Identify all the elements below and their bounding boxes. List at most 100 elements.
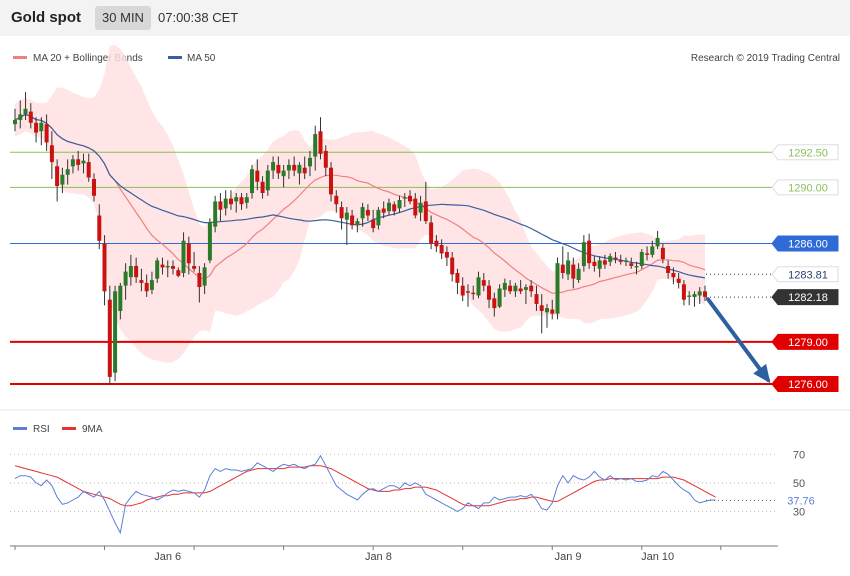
- candle-body: [655, 237, 660, 247]
- candle-body: [650, 246, 655, 255]
- candle-body: [102, 243, 107, 292]
- candle-body: [13, 120, 17, 125]
- candle-body: [113, 291, 118, 373]
- candle-body: [371, 219, 376, 229]
- candle-body: [687, 295, 692, 297]
- candle-body: [97, 215, 102, 241]
- price-levels: [10, 151, 778, 385]
- candle-body: [281, 170, 286, 177]
- candle-body: [418, 202, 423, 213]
- candle-body: [318, 131, 323, 154]
- candle-body: [471, 292, 476, 295]
- candle-body: [155, 260, 160, 279]
- candle-body: [308, 157, 312, 167]
- candle-body: [260, 181, 265, 193]
- candle-body: [634, 266, 639, 268]
- candle-body: [545, 308, 549, 313]
- candle-body: [244, 197, 249, 203]
- candle-body: [423, 201, 428, 222]
- candle-body: [123, 271, 128, 286]
- candle-body: [250, 169, 254, 194]
- candle-body: [660, 247, 665, 259]
- candle-body: [171, 266, 175, 269]
- timestamp-label: 07:00:38 CET: [158, 10, 239, 25]
- candle-body: [81, 160, 86, 164]
- level-label-1286.00: 1286.00: [788, 239, 828, 251]
- candle-body: [534, 294, 539, 304]
- candle-body: [92, 179, 96, 196]
- candle-body: [392, 204, 397, 212]
- candle-body: [28, 111, 33, 123]
- candle-body: [381, 208, 386, 213]
- candle-body: [60, 174, 65, 185]
- level-tag-1282.18: [771, 289, 839, 306]
- candle-body: [128, 266, 133, 278]
- candlesticks: [13, 91, 707, 384]
- candle-body: [618, 260, 623, 262]
- candle-body: [18, 114, 23, 120]
- level-tag-1292.50: [771, 144, 839, 161]
- candle-body: [76, 159, 81, 165]
- candle-body: [118, 285, 123, 311]
- research-credit: Research © 2019 Trading Central: [691, 53, 840, 64]
- level-label-1292.50: 1292.50: [788, 147, 828, 159]
- candle-body: [176, 270, 181, 276]
- candle-body: [181, 240, 186, 273]
- candle-body: [149, 280, 154, 290]
- time-axis-label-2: Jan 9: [555, 551, 582, 563]
- candle-body: [560, 264, 565, 273]
- forecast-arrow-head: [753, 363, 771, 384]
- candle-body: [292, 164, 297, 171]
- rsi-legend-label: RSI: [33, 424, 50, 435]
- candle-body: [286, 164, 291, 171]
- candle-body: [550, 309, 555, 314]
- level-tag-1283.81: [771, 266, 839, 283]
- candle-body: [365, 209, 370, 216]
- candle-body: [255, 170, 260, 182]
- level-label-1290.00: 1290.00: [788, 182, 828, 194]
- ma20-legend-swatch: [13, 56, 27, 59]
- rsi-legend-swatch: [13, 427, 27, 430]
- candle-body: [165, 266, 170, 268]
- candle-body: [39, 122, 44, 132]
- candle-body: [313, 134, 318, 157]
- candle-body: [355, 221, 360, 226]
- candle-body: [676, 278, 681, 283]
- rsi-last-value: 37.76: [787, 495, 815, 507]
- candle-body: [144, 282, 149, 292]
- candle-body: [576, 268, 581, 280]
- candle-body: [639, 252, 644, 266]
- candle-body: [566, 260, 571, 275]
- candle-body: [186, 243, 191, 264]
- candle-body: [703, 291, 707, 297]
- ma20-line: [14, 113, 706, 294]
- ma50-legend-swatch: [168, 56, 182, 59]
- candle-body: [492, 298, 497, 309]
- time-axis-label-0: Jan 6: [154, 551, 181, 563]
- candle-body: [229, 198, 233, 205]
- price-labels: 1292.50 1290.00 1286.00 1283.81 1282.18 1279.…: [771, 144, 839, 392]
- candle-body: [65, 169, 70, 175]
- candle-body: [602, 260, 607, 265]
- time-axis-label-3: Jan 10: [641, 551, 674, 563]
- candle-body: [55, 166, 60, 186]
- forecast-arrow: [706, 297, 771, 384]
- candle-body: [597, 260, 602, 269]
- candle-body: [213, 201, 218, 227]
- candle-body: [218, 201, 223, 210]
- ma9-legend-label: 9MA: [82, 424, 103, 435]
- candle-body: [376, 209, 381, 226]
- candle-body: [555, 263, 560, 314]
- candle-body: [502, 282, 507, 290]
- chart-header: Gold spot 30 MIN 07:00:38 CET: [0, 0, 850, 36]
- candle-body: [44, 124, 49, 143]
- candle-body: [681, 284, 686, 300]
- timeframe-button[interactable]: 30 MIN: [95, 6, 151, 30]
- candle-body: [234, 197, 239, 202]
- candle-body: [523, 287, 528, 290]
- rsi-tick-label-50: 50: [793, 478, 805, 490]
- rsi-9ma-line: [14, 465, 716, 507]
- candle-body: [455, 273, 460, 283]
- level-label-1282.18: 1282.18: [788, 292, 828, 304]
- candle-body: [350, 215, 355, 226]
